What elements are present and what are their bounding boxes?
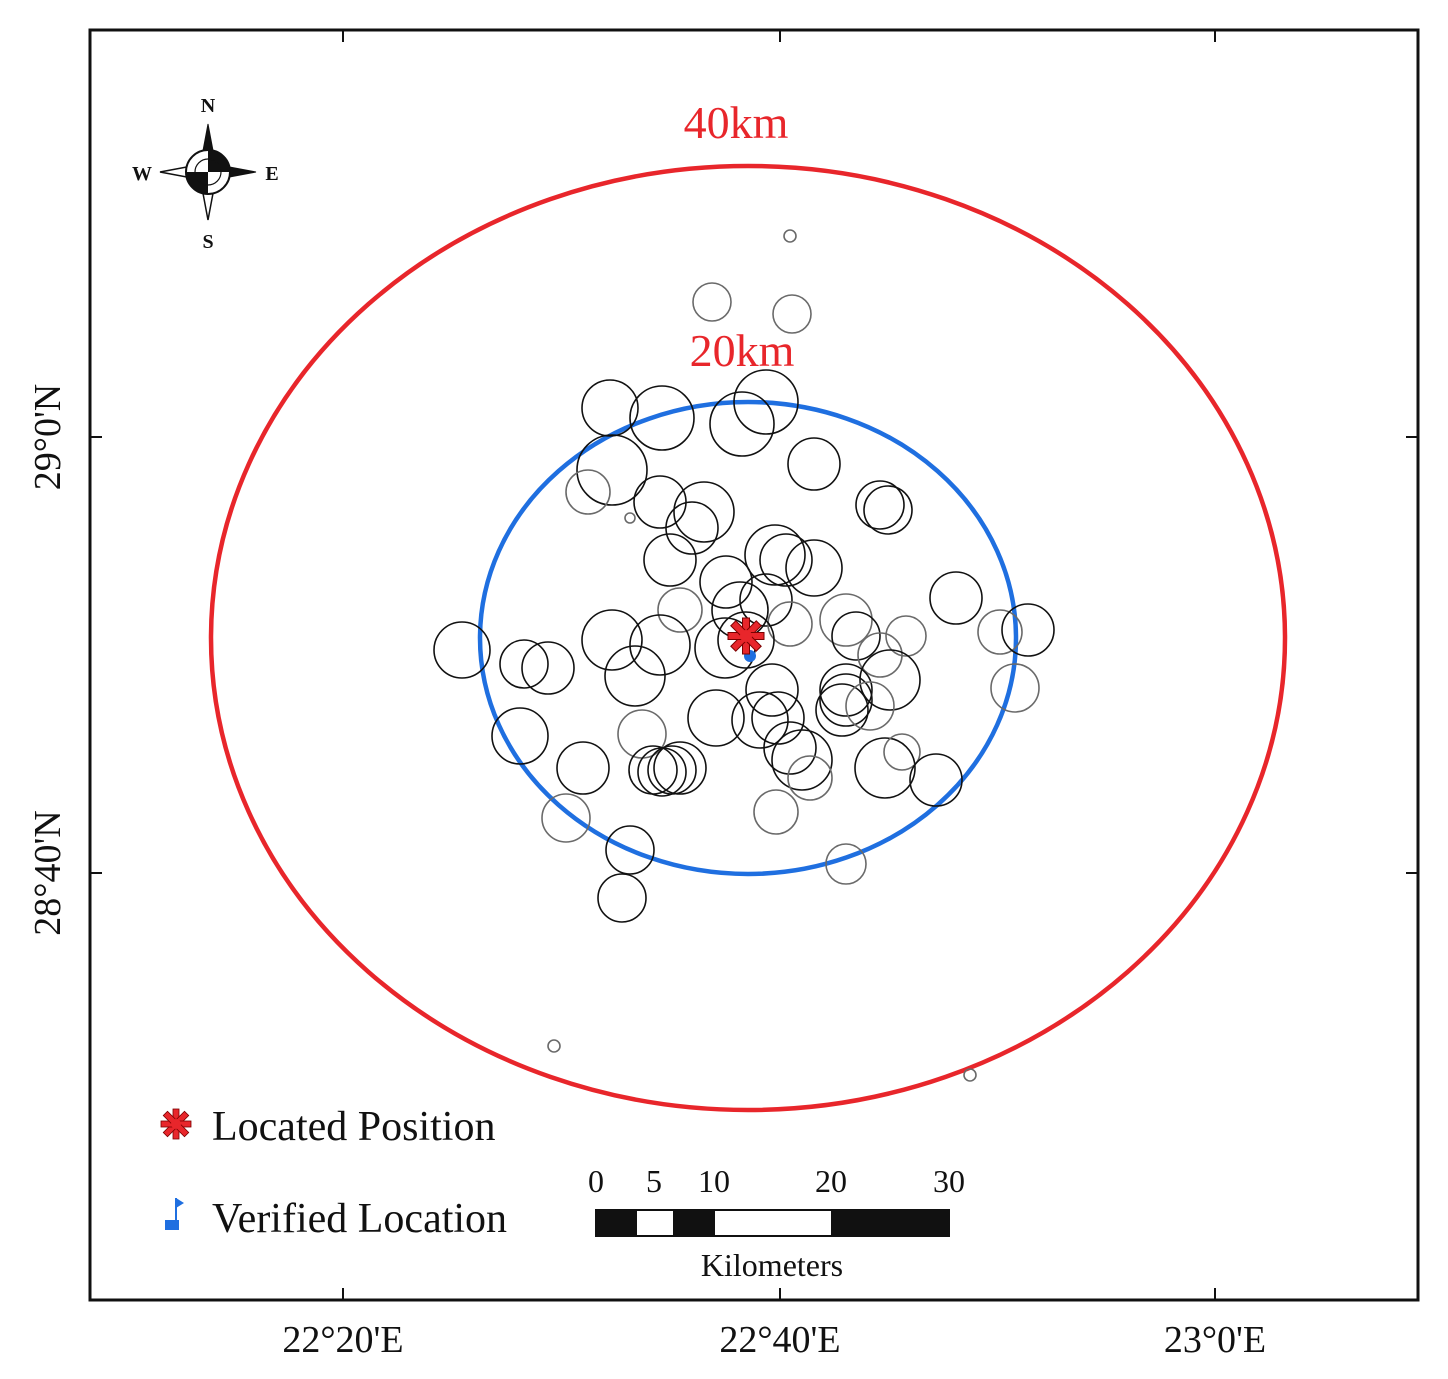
x-tick-label-3: 23°0'E	[1164, 1319, 1266, 1361]
candidate-circle	[819, 673, 873, 727]
candidate-circle	[733, 369, 799, 435]
scale-tick-10: 10	[698, 1163, 730, 1199]
candidate-circle	[771, 729, 833, 791]
scale-tick-20: 20	[815, 1163, 847, 1199]
scale-unit-label: Kilometers	[701, 1247, 843, 1283]
candidate-circle	[753, 789, 799, 835]
candidate-circle	[499, 639, 549, 689]
candidate-circle	[653, 741, 707, 795]
ring-40km-label: 40km	[684, 97, 789, 148]
candidate-circle	[1001, 603, 1055, 657]
candidate-circle	[605, 825, 655, 875]
candidate-circle	[576, 434, 648, 506]
candidate-circle	[744, 524, 806, 586]
candidate-circle	[717, 611, 775, 669]
candidate-circle	[831, 611, 881, 661]
candidate-circle	[699, 555, 753, 609]
compass-north-label: N	[201, 95, 216, 117]
candidate-circle	[929, 571, 983, 625]
candidate-circle	[787, 755, 833, 801]
candidate-circle	[785, 539, 843, 597]
candidate-circle	[883, 733, 921, 771]
map-frame	[88, 28, 1420, 1302]
candidate-circle	[491, 707, 549, 765]
candidate-circle	[687, 689, 745, 747]
candidate-circle	[604, 645, 666, 707]
candidate-circle	[581, 379, 639, 437]
candidate-circle	[628, 745, 678, 795]
candidate-circle	[633, 475, 687, 529]
scale-bar	[595, 1209, 950, 1237]
legend-located-icon	[160, 1108, 192, 1140]
candidate-circles	[433, 229, 1055, 1082]
candidate-circle	[863, 485, 913, 535]
y-tick-label-2: 28°40'N	[27, 810, 69, 936]
candidate-circle	[739, 573, 793, 627]
candidate-circle	[597, 873, 647, 923]
candidate-circle	[521, 641, 575, 695]
candidate-circle	[885, 615, 927, 657]
candidate-circle	[637, 747, 687, 797]
candidate-circle	[657, 587, 703, 633]
legend-verified-label: Verified Location	[212, 1196, 507, 1242]
candidate-circle	[647, 745, 697, 795]
ring-20km-label: 20km	[690, 325, 795, 376]
candidate-circle	[819, 663, 873, 717]
candidate-circle	[825, 843, 867, 885]
candidate-circle	[767, 601, 813, 647]
candidate-circle	[772, 294, 812, 334]
candidate-circle	[783, 229, 797, 243]
candidate-circle	[731, 691, 789, 749]
candidate-circle	[815, 683, 869, 737]
scale-tick-0: 0	[588, 1163, 604, 1199]
compass-south-label: S	[202, 231, 213, 253]
scale-tick-5: 5	[646, 1163, 662, 1199]
x-tick-label-1: 22°20'E	[282, 1319, 403, 1361]
candidate-circle	[433, 621, 491, 679]
candidate-circle	[541, 793, 591, 843]
legend-verified-icon	[165, 1198, 184, 1230]
candidate-circle	[581, 609, 643, 671]
legend-located-label: Located Position	[212, 1104, 495, 1150]
scale-tick-30: 30	[933, 1163, 965, 1199]
candidate-circle	[990, 663, 1040, 713]
candidate-circle	[854, 737, 916, 799]
candidate-circle	[751, 691, 805, 745]
candidate-circle	[692, 282, 732, 322]
compass-east-label: E	[265, 163, 278, 185]
candidate-circle	[819, 593, 873, 647]
x-tick-label-2: 22°40'E	[719, 1319, 840, 1361]
candidate-circle	[963, 1068, 977, 1082]
candidate-circle	[629, 385, 695, 451]
candidate-circle	[629, 614, 691, 676]
candidate-circle	[556, 741, 610, 795]
candidate-circle	[643, 533, 697, 587]
y-tick-label-1: 29°0'N	[27, 384, 69, 491]
candidate-circle	[624, 512, 636, 524]
candidate-circle	[665, 501, 719, 555]
legend: Located Position Verified Location	[160, 1104, 507, 1242]
candidate-circle	[845, 681, 895, 731]
candidate-circle	[547, 1039, 561, 1053]
candidate-circle	[977, 609, 1023, 655]
candidate-circle	[855, 480, 905, 530]
compass-icon	[159, 123, 257, 221]
compass-west-label: W	[132, 163, 152, 185]
candidate-circle	[709, 391, 775, 457]
ring-20km	[477, 399, 1019, 877]
candidate-circle	[787, 437, 841, 491]
ring-40km	[208, 163, 1288, 1113]
candidate-circle	[565, 469, 611, 515]
located-position-marker	[727, 617, 765, 662]
candidate-circle	[909, 753, 963, 807]
candidate-circle	[759, 533, 813, 587]
axis-ticks	[90, 30, 1418, 1300]
candidate-circle	[859, 649, 921, 711]
candidate-circle	[763, 721, 817, 775]
candidate-circle	[857, 632, 903, 678]
candidate-circle	[745, 663, 799, 717]
candidate-circle	[673, 481, 735, 543]
